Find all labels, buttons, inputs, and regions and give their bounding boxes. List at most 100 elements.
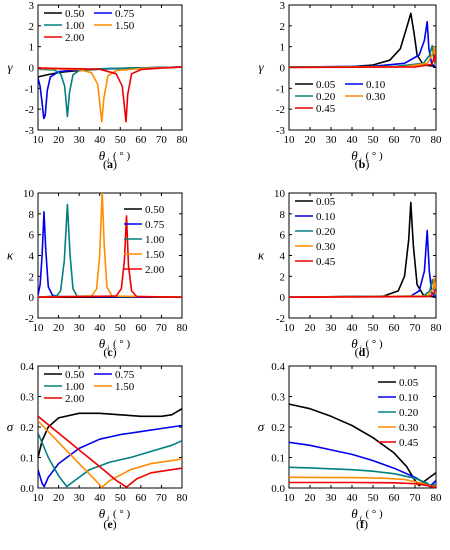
x-tick-label: 70	[410, 322, 422, 334]
chart-panel-b: 10 20 30 40 50 60 70 80 -3 -2 -1 0 1 2 3 γ θ i ( ° )(b) 0.0…	[258, 0, 442, 171]
x-tick-label: 30	[326, 322, 338, 334]
legend-label: 0.75	[115, 369, 135, 381]
y-tick-label: -1	[25, 83, 34, 95]
y-axis-label: γ	[258, 60, 264, 75]
y-tick-label: 10	[23, 188, 35, 200]
panel-caption: (c)	[103, 345, 116, 359]
x-tick-label: 30	[326, 492, 338, 504]
legend-label: 0.45	[316, 103, 336, 115]
legend-label: 2.00	[65, 393, 85, 405]
x-axis-label-subscript: i	[360, 156, 362, 165]
chart-panel-e: 10 20 30 40 50 60 70 80 0.0 0.1 0.2 0.3 0.4 σ θ i ( ° )(…	[7, 361, 188, 531]
y-axis-label: κ	[258, 248, 265, 263]
x-axis-label-unit: ( ° )	[366, 508, 384, 520]
x-tick-label: 80	[431, 134, 443, 146]
series-line-0.10	[289, 229, 436, 298]
y-tick-label: 0.2	[20, 422, 34, 434]
y-tick-label: 0	[29, 63, 35, 75]
y-tick-label: 6	[29, 230, 35, 242]
x-tick-label: 20	[305, 322, 317, 334]
x-tick-label: 10	[284, 134, 296, 146]
x-tick-label: 40	[347, 134, 359, 146]
panel-caption: (b)	[355, 157, 370, 171]
legend-label: 0.30	[399, 422, 419, 434]
x-tick-label: 30	[326, 134, 338, 146]
series-group	[38, 408, 182, 488]
y-tick-label: 8	[29, 209, 35, 221]
panel-caption: (e)	[103, 517, 116, 531]
x-axis-label-subscript: i	[107, 156, 109, 165]
legend-label: 0.05	[316, 196, 336, 208]
x-tick-label: 30	[74, 322, 86, 334]
series-line-1.00	[38, 66, 182, 118]
x-tick-label: 10	[284, 492, 296, 504]
series-line-1.50	[38, 420, 182, 488]
x-axis-label-symbol: θ	[99, 148, 106, 163]
x-tick-label: 60	[389, 492, 401, 504]
x-tick-label: 40	[347, 492, 359, 504]
series-group	[38, 66, 182, 123]
y-tick-label: 3	[280, 0, 286, 12]
x-axis-label-subscript: i	[107, 344, 109, 353]
x-axis-label-symbol: θ	[351, 148, 358, 163]
plot-frame	[37, 365, 183, 489]
legend-label: 1.00	[65, 20, 85, 32]
x-tick-label: 20	[305, 492, 317, 504]
x-axis-label-unit: ( ° )	[113, 508, 131, 520]
y-tick-label: 8	[280, 209, 286, 221]
legend-label: 0.30	[316, 241, 336, 253]
y-tick-label: 4	[280, 251, 286, 263]
y-tick-label: 0.3	[271, 392, 285, 404]
x-axis-label-unit: ( ° )	[366, 338, 384, 350]
x-tick-label: 80	[177, 322, 189, 334]
x-tick-label: 50	[115, 134, 127, 146]
x-tick-label: 80	[431, 492, 443, 504]
y-tick-label: 0	[280, 292, 286, 304]
y-tick-label: 6	[280, 230, 286, 242]
x-tick-label: 40	[94, 322, 106, 334]
x-tick-label: 50	[368, 322, 380, 334]
legend-label: 1.00	[145, 234, 165, 246]
x-tick-label: 60	[389, 322, 401, 334]
series-line-1.00	[38, 432, 182, 488]
x-tick-label: 70	[410, 492, 422, 504]
y-tick-label: 2	[280, 271, 286, 283]
x-tick-label: 20	[53, 134, 65, 146]
x-tick-label: 70	[156, 492, 168, 504]
y-tick-label: 1	[280, 42, 286, 54]
y-tick-label: 0.1	[20, 453, 34, 465]
y-tick-label: -3	[276, 125, 286, 137]
series-line-0.50	[38, 408, 182, 458]
y-tick-label: 10	[274, 188, 286, 200]
y-tick-label: 0	[29, 292, 35, 304]
x-tick-label: 50	[115, 322, 127, 334]
y-tick-label: 2	[29, 21, 35, 33]
x-tick-label: 40	[94, 134, 106, 146]
x-tick-label: 10	[33, 134, 45, 146]
legend: 0.05 0.10 0.20 0.30 0.45	[378, 377, 419, 449]
legend-label: 0.50	[145, 204, 165, 216]
x-axis-label-subscript: i	[360, 514, 362, 523]
x-tick-label: 80	[177, 134, 189, 146]
y-axis-label: σ	[7, 419, 14, 434]
legend-label: 1.50	[115, 20, 135, 32]
y-tick-label: 0.0	[271, 483, 285, 495]
series-line-0.45	[289, 288, 436, 298]
y-tick-label: 0.2	[271, 422, 285, 434]
y-axis-label: κ	[7, 248, 14, 263]
x-tick-label: 70	[410, 134, 422, 146]
legend-label: 0.20	[399, 407, 419, 419]
legend-label: 0.30	[366, 91, 386, 103]
x-tick-label: 20	[53, 322, 65, 334]
chart-panel-a: 10 20 30 40 50 60 70 80 -3 -2 -1 0 1 2 3 γ θ i ( ° )(a) 0.5…	[7, 0, 188, 171]
legend-label: 2.00	[145, 264, 165, 276]
panel-caption: (d)	[355, 345, 370, 359]
series-line-2.00	[38, 66, 182, 123]
x-tick-label: 50	[368, 134, 380, 146]
x-axis-label-symbol: θ	[351, 506, 358, 521]
series-line-0.10	[289, 20, 436, 68]
y-tick-label: 0.1	[271, 453, 285, 465]
x-tick-label: 30	[74, 492, 86, 504]
x-axis-label-symbol: θ	[351, 336, 358, 351]
